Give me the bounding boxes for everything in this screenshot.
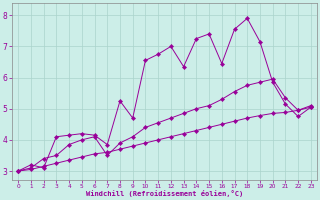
X-axis label: Windchill (Refroidissement éolien,°C): Windchill (Refroidissement éolien,°C) bbox=[86, 190, 243, 197]
